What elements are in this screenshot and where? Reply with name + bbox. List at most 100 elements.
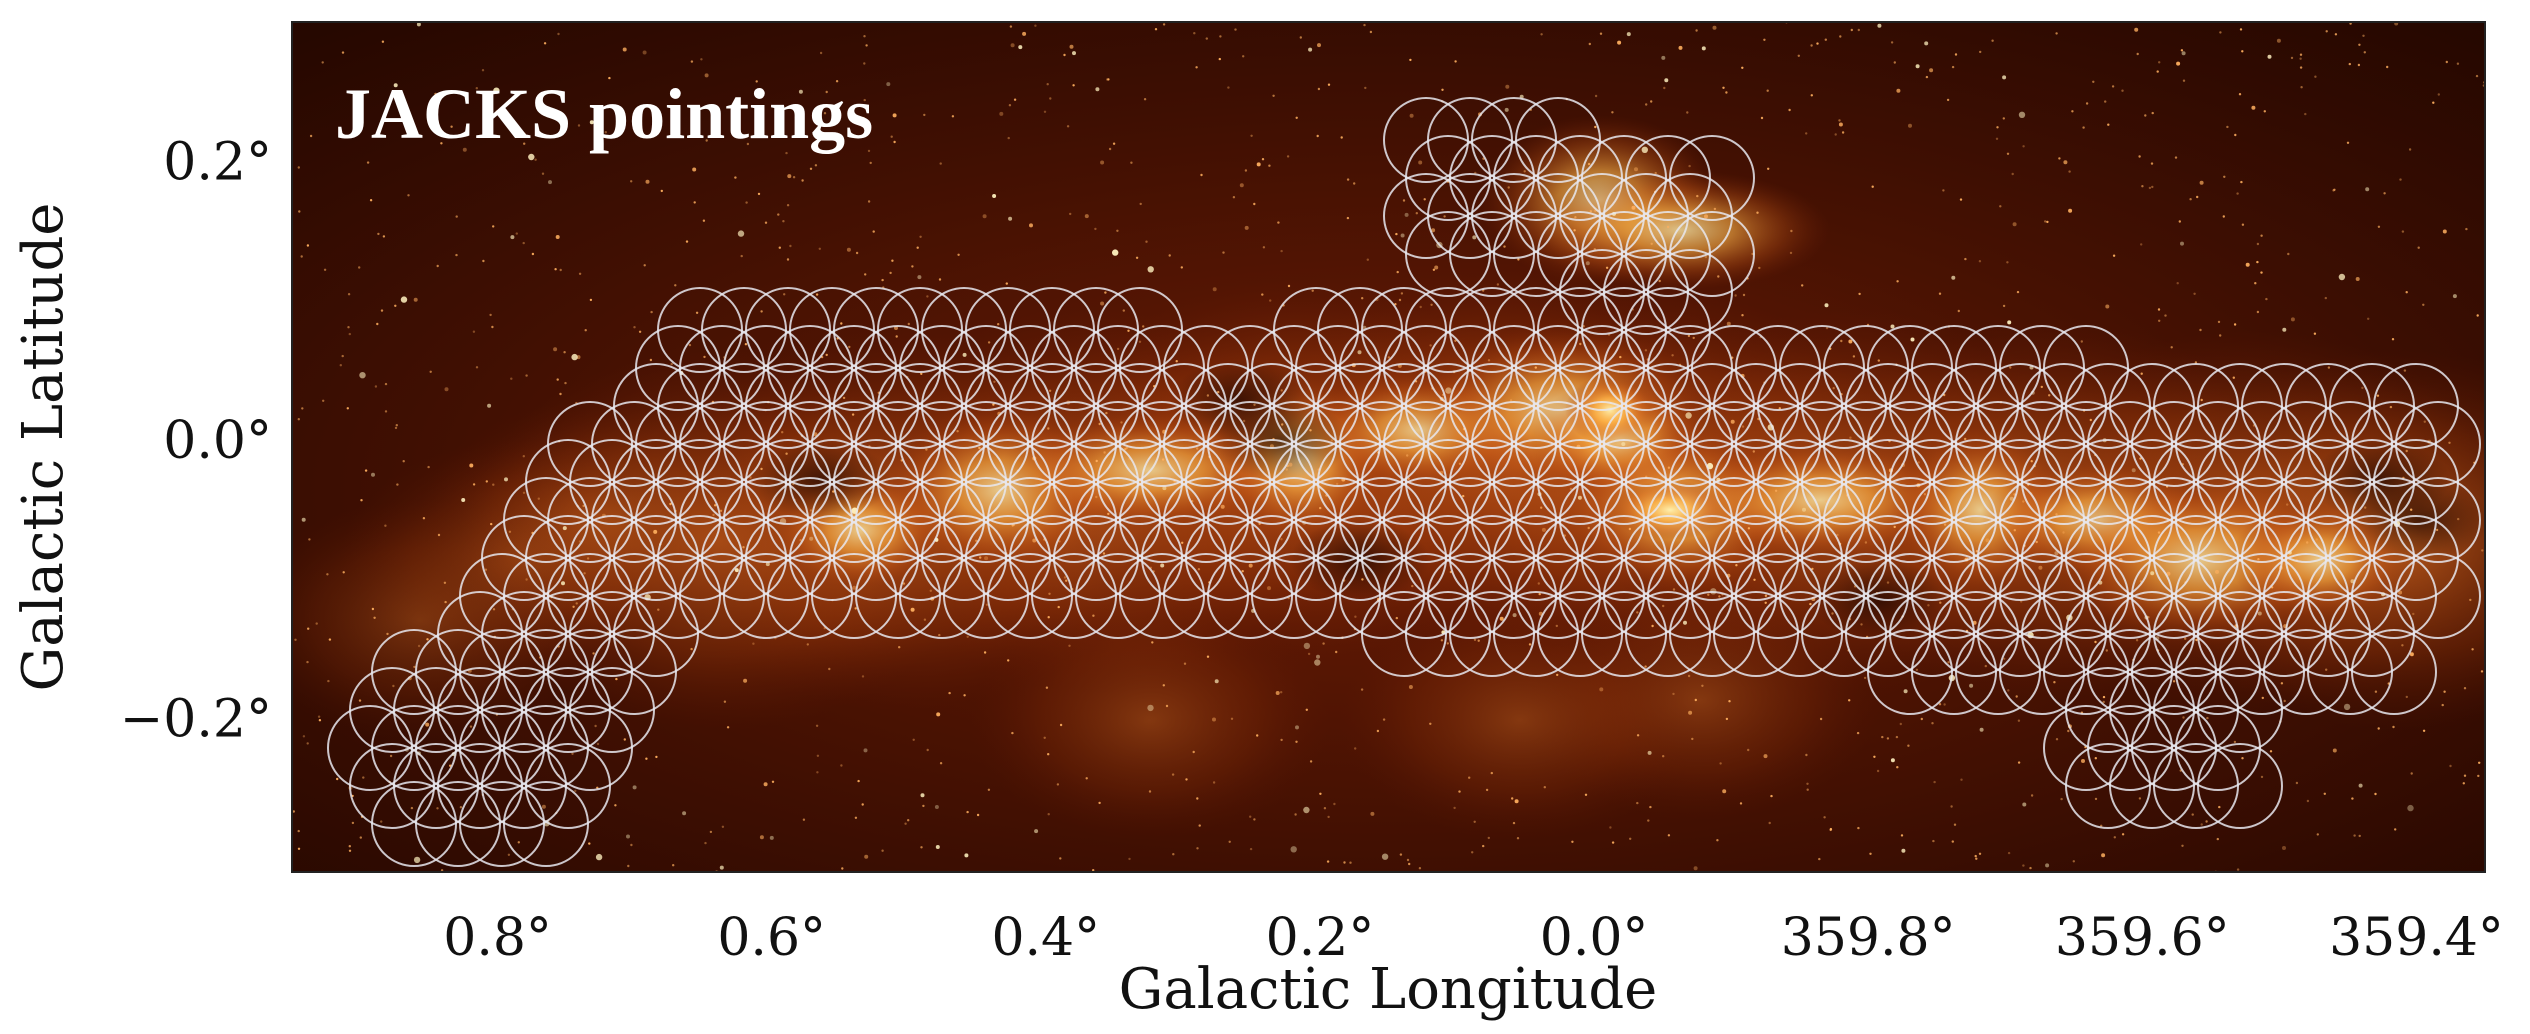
star	[1366, 258, 1370, 261]
star	[2283, 699, 2286, 703]
star	[382, 235, 386, 238]
star	[1938, 703, 1942, 706]
star	[809, 167, 813, 170]
star	[522, 241, 525, 245]
star	[2405, 291, 2408, 294]
star	[1953, 823, 1957, 826]
star	[935, 845, 940, 849]
star	[2085, 102, 2089, 105]
star	[1253, 403, 1256, 406]
star	[306, 660, 309, 664]
star	[854, 607, 857, 610]
star	[1829, 827, 1833, 831]
star	[1611, 111, 1614, 114]
star	[809, 509, 813, 512]
star	[2362, 34, 2365, 37]
star	[1161, 458, 1165, 461]
star	[1496, 283, 1500, 286]
star	[2040, 385, 2044, 389]
star	[815, 724, 819, 727]
star	[1631, 205, 1636, 210]
star	[2323, 792, 2326, 795]
star	[1645, 103, 1648, 106]
star	[2286, 503, 2289, 506]
star	[2442, 229, 2447, 234]
star	[848, 345, 851, 349]
star	[1181, 541, 1184, 544]
star	[1168, 254, 1171, 257]
star	[1923, 493, 1927, 496]
star	[769, 835, 774, 840]
star	[2156, 70, 2159, 73]
star	[1991, 39, 1994, 42]
pointing-circle	[1801, 591, 1887, 677]
star	[1747, 748, 1750, 752]
star	[1728, 700, 1731, 703]
star	[1704, 214, 1708, 219]
star	[1395, 232, 1398, 236]
pointing-circle	[1207, 553, 1293, 639]
star	[366, 161, 370, 164]
star	[594, 724, 597, 728]
star	[1825, 326, 1829, 330]
star	[1309, 429, 1312, 432]
star	[657, 608, 660, 611]
star	[1841, 131, 1845, 134]
star	[1333, 802, 1336, 806]
star	[1059, 857, 1062, 860]
star	[1409, 58, 1412, 62]
star	[493, 87, 500, 94]
star	[2157, 308, 2161, 311]
star	[1890, 758, 1895, 763]
star	[862, 116, 865, 120]
star	[1571, 840, 1574, 843]
star	[2199, 180, 2204, 185]
star	[1069, 44, 1074, 49]
star	[1376, 729, 1380, 733]
star	[2200, 398, 2203, 402]
star	[2038, 565, 2043, 570]
star	[695, 311, 699, 314]
star	[553, 347, 558, 352]
star	[1687, 334, 1691, 338]
star	[1330, 439, 1334, 442]
x-axis-title: Galactic Longitude	[1119, 957, 1658, 1022]
star	[798, 89, 803, 94]
star	[2299, 57, 2302, 60]
star	[2477, 774, 2480, 778]
star	[704, 841, 707, 845]
star	[1839, 35, 1842, 38]
star	[916, 246, 919, 249]
star	[737, 230, 745, 237]
star	[2410, 508, 2413, 511]
star	[1130, 161, 1133, 164]
star	[2055, 32, 2058, 35]
star	[2256, 242, 2260, 246]
star	[2325, 668, 2328, 671]
star	[377, 232, 380, 236]
star	[1183, 662, 1187, 665]
star	[864, 273, 867, 276]
star	[2182, 79, 2186, 82]
star	[1735, 564, 1738, 567]
star	[561, 581, 565, 586]
star	[1588, 42, 1592, 46]
star	[1760, 116, 1764, 120]
star	[515, 232, 518, 235]
star	[1636, 611, 1639, 614]
star	[2260, 234, 2263, 237]
star	[2151, 111, 2154, 115]
star	[2290, 56, 2294, 60]
star	[1418, 160, 1423, 165]
star	[1540, 33, 1543, 36]
star	[1584, 793, 1588, 796]
star	[786, 258, 790, 261]
star	[1832, 387, 1835, 390]
star	[358, 699, 362, 702]
star	[1227, 86, 1230, 89]
star	[1899, 722, 1903, 726]
star	[475, 366, 479, 369]
star	[1200, 173, 1203, 177]
star	[472, 330, 476, 333]
star	[469, 725, 473, 728]
